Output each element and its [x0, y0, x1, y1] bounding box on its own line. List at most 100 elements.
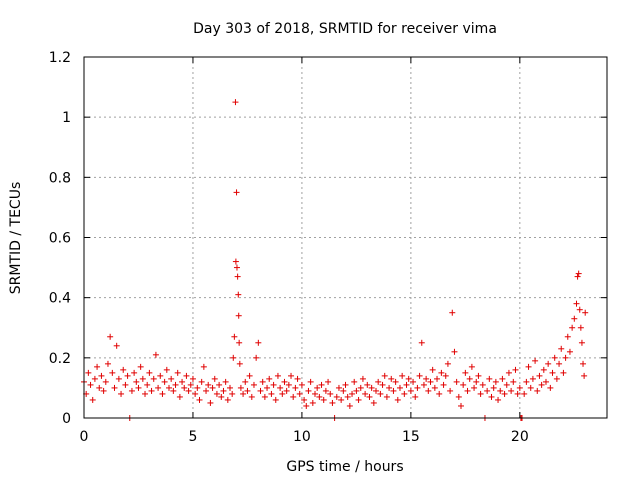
data-point: [410, 378, 417, 385]
data-point: [232, 258, 239, 265]
data-point: [551, 354, 558, 361]
data-point: [407, 387, 414, 394]
data-point: [488, 393, 495, 400]
data-point: [401, 390, 408, 397]
data-point: [575, 270, 582, 277]
data-point: [525, 363, 532, 370]
grid: [84, 57, 607, 418]
data-point: [464, 387, 471, 394]
data-point: [444, 360, 451, 367]
data-point: [89, 396, 96, 403]
data-point: [495, 396, 502, 403]
data-point: [538, 381, 545, 388]
data-point: [231, 333, 238, 340]
data-point: [420, 381, 427, 388]
data-point: [294, 375, 301, 382]
data-point: [181, 384, 188, 391]
data-point: [569, 324, 576, 331]
data-point: [342, 381, 349, 388]
data-point: [399, 372, 406, 379]
data-point: [460, 381, 467, 388]
y-tick-label: 0.6: [49, 231, 71, 247]
data-point: [325, 378, 332, 385]
data-point: [457, 402, 464, 409]
data-point: [139, 375, 146, 382]
data-point: [577, 324, 584, 331]
data-point: [547, 384, 554, 391]
data-point: [466, 375, 473, 382]
data-point: [338, 396, 345, 403]
data-point: [475, 372, 482, 379]
y-tick-label: 1.2: [49, 50, 71, 66]
data-point: [388, 375, 395, 382]
data-point: [497, 387, 504, 394]
data-point: [379, 381, 386, 388]
data-point: [508, 387, 515, 394]
data-point: [322, 387, 329, 394]
data-point: [442, 372, 449, 379]
data-point: [192, 390, 199, 397]
data-point: [301, 396, 308, 403]
data-point: [377, 390, 384, 397]
data-point: [176, 393, 183, 400]
data-point: [566, 348, 573, 355]
data-point: [477, 390, 484, 397]
axis-ticks: [83, 56, 607, 419]
data-point: [172, 381, 179, 388]
y-tick-label: 0.2: [49, 351, 71, 367]
data-point: [259, 378, 266, 385]
data-point: [235, 291, 242, 298]
data-point: [235, 312, 242, 319]
data-point: [571, 315, 578, 322]
data-point: [534, 387, 541, 394]
data-point: [91, 375, 98, 382]
data-point: [447, 387, 454, 394]
y-axis-label: SRMTID / TECUs: [8, 182, 24, 295]
data-points: [81, 99, 589, 421]
data-point: [545, 360, 552, 367]
data-point: [335, 384, 342, 391]
data-point: [414, 384, 421, 391]
data-point: [510, 378, 517, 385]
x-tick-label: 20: [511, 429, 529, 445]
data-point: [427, 378, 434, 385]
data-point: [560, 369, 567, 376]
data-point: [233, 264, 240, 271]
data-point: [405, 375, 412, 382]
data-point: [268, 390, 275, 397]
data-point: [264, 384, 271, 391]
chart-title: Day 303 of 2018, SRMTID for receiver vim…: [193, 21, 497, 37]
data-point: [462, 369, 469, 376]
data-point: [163, 366, 170, 373]
data-point: [246, 372, 253, 379]
data-point: [148, 387, 155, 394]
data-point: [471, 384, 478, 391]
data-point: [272, 396, 279, 403]
data-point: [532, 357, 539, 364]
data-point: [96, 384, 103, 391]
data-point: [290, 393, 297, 400]
data-point: [307, 378, 314, 385]
data-point: [373, 387, 380, 394]
data-point: [357, 384, 364, 391]
data-point: [168, 375, 175, 382]
data-point: [556, 360, 563, 367]
data-point: [503, 381, 510, 388]
data-point: [135, 384, 142, 391]
data-point: [383, 393, 390, 400]
data-point: [412, 393, 419, 400]
data-point: [521, 390, 528, 397]
data-point: [355, 396, 362, 403]
data-point: [431, 384, 438, 391]
data-point: [386, 384, 393, 391]
data-point: [540, 366, 547, 373]
data-point: [150, 375, 157, 382]
data-point: [85, 369, 92, 376]
data-point: [553, 375, 560, 382]
data-point: [582, 309, 589, 316]
data-point: [98, 372, 105, 379]
data-point: [578, 339, 585, 346]
data-point: [133, 378, 140, 385]
data-point: [211, 375, 218, 382]
